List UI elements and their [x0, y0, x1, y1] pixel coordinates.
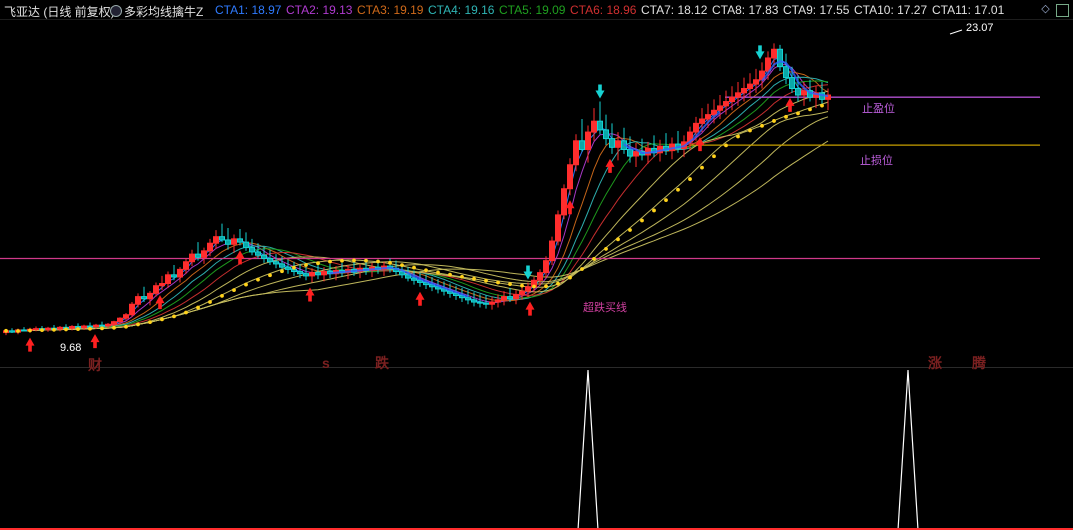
- stock-title: 飞亚达 (日线 前复权): [4, 5, 115, 19]
- price-high-label: 23.07: [966, 22, 994, 34]
- indicator-name-label: 多彩均线擒牛Z: [124, 5, 204, 19]
- sub-chart-svg: [0, 369, 1073, 530]
- cta-readout-5: CTA5: 19.09: [499, 3, 566, 17]
- chart-settings-icon[interactable]: [1056, 4, 1069, 17]
- cta-readout-10: CTA10: 17.27: [854, 3, 928, 17]
- chart-header: 飞亚达 (日线 前复权) 多彩均线擒牛Z ◇ CTA1: 18.97 CTA2: …: [0, 0, 1073, 20]
- watermark-zhang: 涨: [928, 355, 942, 371]
- cta-readout-6: CTA6: 18.96: [570, 3, 637, 17]
- bull-bear-line-label: 超跌买线: [583, 302, 627, 314]
- main-price-chart[interactable]: [0, 20, 1073, 368]
- price-low-label: 9.68: [60, 342, 82, 354]
- stop-profit-label: 止盈位: [862, 103, 895, 115]
- chart-expand-icon[interactable]: ◇: [1041, 3, 1050, 15]
- cta-readout-1: CTA1: 18.97: [215, 3, 282, 17]
- cta-readout-9: CTA9: 17.55: [783, 3, 850, 17]
- cta-readout-3: CTA3: 19.19: [357, 3, 424, 17]
- watermark-die: 跌: [375, 355, 389, 371]
- price-chart-svg: [0, 29, 1040, 352]
- cta-readout-7: CTA7: 18.12: [641, 3, 708, 17]
- panel-divider: [0, 367, 1073, 368]
- stop-loss-label: 止损位: [860, 155, 893, 167]
- cta-readout-11: CTA11: 17.01: [932, 3, 1005, 17]
- cta-readout-2: CTA2: 19.13: [286, 3, 353, 17]
- watermark-cai: 财: [88, 357, 102, 373]
- indicator-toggle-icon[interactable]: [110, 5, 122, 17]
- watermark-s: s: [322, 355, 330, 371]
- cta-readout-8: CTA8: 17.83: [712, 3, 779, 17]
- header-divider: [0, 19, 1073, 20]
- cta-readout-4: CTA4: 19.16: [428, 3, 495, 17]
- watermark-teng: 腾: [972, 355, 986, 371]
- sub-indicator-panel[interactable]: [0, 368, 1073, 530]
